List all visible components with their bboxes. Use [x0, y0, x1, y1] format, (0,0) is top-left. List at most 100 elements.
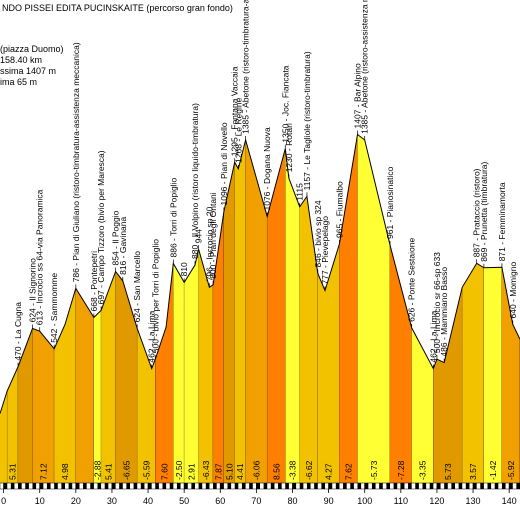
total-distance: 158.40 km — [0, 55, 43, 65]
grade-label: -5.92 — [506, 460, 516, 480]
waypoint-label: 777 - Pievepelago — [320, 216, 330, 285]
segment-15 — [223, 162, 235, 483]
axis-km-block — [516, 483, 520, 489]
axis-km-block — [169, 483, 174, 489]
axis-km-block — [415, 483, 419, 489]
axis-km-block — [249, 483, 253, 489]
axis-km-block — [191, 483, 195, 489]
axis-km-block — [220, 483, 224, 489]
axis-km-block — [256, 483, 260, 489]
segment-5 — [75, 288, 94, 483]
grade-label: 3.57 — [468, 463, 478, 480]
axis-km-block — [292, 483, 297, 489]
axis-km-block — [61, 483, 65, 489]
waypoint-label: 810 — [179, 262, 189, 276]
waypoint-label: 871 - Femminamorta — [497, 182, 507, 261]
axis-km-block — [379, 483, 383, 489]
axis-km-block — [90, 483, 94, 489]
segment-28 — [483, 267, 502, 483]
grade-label: -5.59 — [141, 460, 151, 480]
grade-label: 4.27 — [324, 463, 334, 480]
grade-label: 7.62 — [344, 463, 354, 480]
x-tick-label: 90 — [324, 496, 334, 506]
axis-km-block — [487, 483, 492, 489]
segment-20 — [299, 196, 318, 483]
segment-2 — [18, 328, 33, 483]
waypoint-label: 697 - Campo Tizzoro (bivio per Maresca) — [96, 150, 106, 304]
axis-km-block — [393, 483, 398, 489]
x-tick-label: 10 — [35, 496, 45, 506]
axis-km-block — [46, 483, 51, 489]
waypoint-label: 500 - Incrocio sr 66-sp 633 — [432, 252, 442, 353]
grade-label: 5.73 — [443, 463, 453, 480]
x-tick-label: 70 — [251, 496, 261, 506]
waypoint-label: 786 - Pian di Giuliano (ristoro-timbratu… — [71, 42, 81, 282]
axis-km-block — [68, 483, 73, 489]
axis-km-block — [371, 483, 376, 489]
axis-km-block — [10, 483, 15, 489]
segment-11 — [173, 263, 185, 483]
waypoint-label: 1350 - Joc. Fiancata — [280, 65, 290, 142]
waypoint-label: 500 - bivio per Torri di Popiglio — [150, 239, 160, 353]
axis-km-block — [111, 483, 116, 489]
segment-29 — [501, 267, 520, 483]
segment-16 — [234, 139, 246, 483]
segment-25 — [411, 327, 434, 483]
grade-labels: 5.31 7.12 4.98 -2.88 5.41 -6.65 -5.59 7.60 -2.50… — [8, 460, 516, 480]
waypoint-label: 1096 - Pian di Novello — [219, 122, 229, 205]
x-tick-label: 20 — [71, 496, 81, 506]
segment-14 — [213, 211, 224, 483]
grade-label: -3.38 — [288, 460, 298, 480]
grade-label: 4.98 — [60, 463, 70, 480]
grade-label: -1.42 — [488, 460, 498, 480]
segment-12 — [184, 249, 199, 483]
axis-km-block — [97, 483, 102, 489]
grade-label: 5.10 — [224, 463, 234, 480]
grade-label: -6.06 — [251, 460, 261, 480]
grade-label: -6.43 — [201, 460, 211, 480]
axis-km-block — [314, 483, 318, 489]
axis-km-block — [140, 483, 145, 489]
waypoint-label: 1268 - Le Regine — [233, 97, 243, 162]
segment-21 — [317, 244, 340, 483]
axis-km-block — [227, 483, 232, 489]
x-tick-label: 110 — [394, 496, 408, 506]
axis-km-block — [278, 483, 282, 489]
waypoint-label: 816 - Gavinana — [118, 217, 128, 275]
axis-km-block — [32, 483, 37, 489]
axis-km-block — [386, 483, 390, 489]
segment-6 — [93, 310, 102, 483]
x-tick-label: 0 — [1, 496, 6, 506]
axis-km-block — [234, 483, 239, 489]
segment-18 — [267, 148, 286, 483]
grade-label: -7.28 — [396, 460, 406, 480]
waypoint-label: 880 - Il Volpino (ristoro liquido-timbra… — [190, 103, 200, 259]
segment-7 — [101, 271, 116, 483]
axis-km-block — [299, 483, 304, 489]
waypoint-label: 613 - Incrocio ss 64-via Panoramica — [35, 189, 45, 325]
x-tick-label: 50 — [179, 496, 189, 506]
x-tick-label: 120 — [429, 496, 444, 506]
segment-17 — [245, 139, 268, 483]
axis-km-block — [465, 483, 470, 489]
waypoint-label: 1385 - Abetone (ristoro-assistenza mecca… — [360, 0, 370, 134]
waypoint-label: 1157 - Le Tagliole (ristoro-timbratura) — [302, 51, 312, 190]
grade-label: 4.41 — [235, 463, 245, 480]
axis-km-block — [357, 483, 362, 489]
x-tick-label: 60 — [215, 496, 225, 506]
grade-label: -5.73 — [369, 460, 379, 480]
waypoint-label: 846 - bivio sp 324 — [313, 200, 323, 267]
grade-label: -6.65 — [121, 460, 131, 480]
waypoint-label: 854 - Il Poggio — [111, 210, 121, 265]
waypoint-label: 886 - Torri di Popiglio — [168, 178, 178, 258]
axis-km-block — [75, 483, 80, 489]
chart-title: NDO PISSEI EDITA PUCINSKAITE (percorso g… — [2, 3, 233, 13]
axis-km-block — [54, 483, 58, 489]
profile-segments — [0, 134, 520, 483]
axis-km-block — [429, 483, 434, 489]
axis-km-block — [350, 483, 354, 489]
grade-label: 7.12 — [38, 463, 48, 480]
segment-8 — [115, 271, 138, 483]
segment-22 — [339, 134, 358, 483]
